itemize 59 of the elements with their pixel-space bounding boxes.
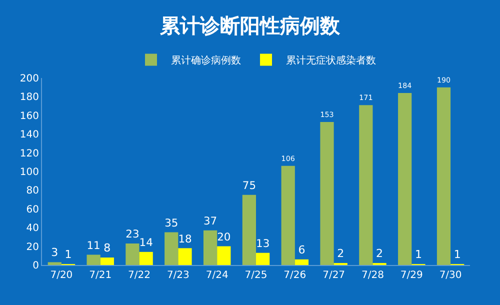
y-tick-label: 140 [20,130,39,141]
y-tick-label: 100 [20,167,39,178]
data-label: 35 [164,216,178,230]
y-tick-label: 180 [20,92,39,104]
bar [164,232,178,265]
bar [256,252,270,265]
bar [242,194,256,265]
bar [178,248,192,265]
x-tick-label: 7/24 [206,270,228,281]
bar [436,87,451,265]
bar [126,244,140,265]
bar [139,252,153,265]
data-label: 6 [298,243,306,256]
y-tick-label: 160 [20,110,39,122]
x-tick-label: 7/27 [322,270,346,281]
x-tick-label: 7/25 [244,270,268,281]
x-tick-label: 7/20 [50,270,73,281]
bar [294,259,309,265]
data-label: 20 [217,230,231,244]
y-tick-label: 200 [20,74,39,84]
bar [217,246,231,265]
bar [100,258,114,265]
data-label: 2 [376,247,384,260]
y-tick-label: 40 [26,223,39,234]
y-tick-label: 80 [26,186,39,197]
bar [398,92,412,265]
x-tick-label: 7/26 [284,270,306,281]
chart-title: 累计诊断阳性病例数 [159,13,341,38]
data-label: 14 [139,236,154,249]
data-label: 18 [178,232,192,246]
data-label: 1 [414,248,422,261]
data-label: 2 [337,247,344,260]
bar [48,262,62,265]
y-tick-label: 120 [20,148,39,160]
x-tick-label: 7/22 [128,270,151,281]
x-tick-label: 7/21 [89,270,112,281]
data-label: 13 [256,236,270,250]
bar [359,105,373,265]
y-tick-label: 60 [26,204,39,216]
data-label: 1 [64,248,72,261]
y-tick-label: 0 [32,260,39,272]
legend-label: 累计无症状感染者数 [286,54,376,67]
x-tick-label: 7/30 [439,270,462,281]
data-label: 75 [242,178,256,192]
bar [86,254,100,265]
legend-label: 累计确诊病例数 [171,54,241,67]
bar [281,166,295,265]
bar [320,122,334,265]
x-tick-label: 7/23 [166,270,190,281]
data-label: 8 [104,242,111,255]
bar [203,230,218,265]
data-label: 11 [86,238,100,252]
data-label: 1 [454,248,461,261]
x-tick-label: 7/28 [361,270,384,281]
y-tick-label: 20 [26,242,39,253]
data-label: 37 [203,214,218,228]
x-tick-label: 7/29 [400,270,423,281]
data-label: 3 [51,246,58,260]
data-label: 23 [126,228,140,241]
